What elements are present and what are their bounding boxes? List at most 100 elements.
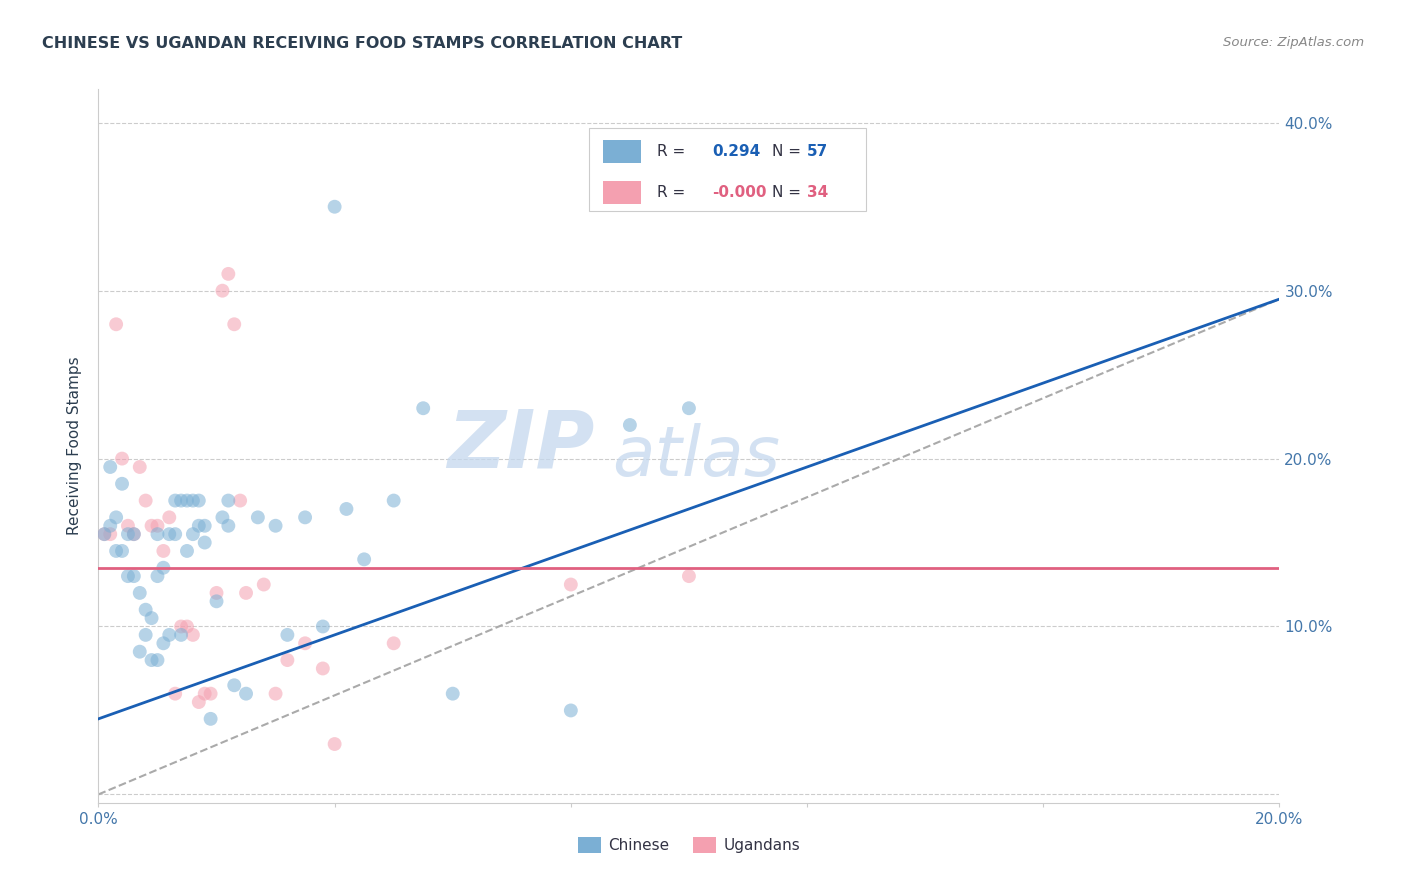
Point (165, 527, 187, 541)
Point (217, 267, 239, 281)
Point (246, 510, 269, 524)
Point (93, 527, 115, 541)
Point (229, 493, 252, 508)
Point (93, 527, 115, 541)
Point (412, 401, 434, 416)
Point (335, 502, 357, 516)
Point (323, 200, 346, 214)
Point (105, 510, 128, 524)
Point (312, 661, 335, 675)
Point (176, 544, 198, 558)
Point (146, 518, 169, 533)
Text: 34: 34 (807, 185, 828, 200)
Point (117, 527, 139, 541)
Point (217, 493, 239, 508)
Point (294, 636, 316, 650)
Point (176, 619, 198, 633)
Point (146, 569, 169, 583)
Point (678, 401, 700, 416)
Point (122, 527, 145, 541)
Point (211, 284, 233, 298)
Point (678, 569, 700, 583)
Point (187, 493, 209, 508)
Point (98, 518, 121, 533)
Point (98, 460, 121, 475)
Point (165, 493, 187, 508)
Point (117, 569, 139, 583)
Text: atlas: atlas (612, 423, 780, 491)
Text: 0.294: 0.294 (713, 144, 761, 159)
Text: 57: 57 (807, 144, 828, 159)
Point (619, 417, 641, 432)
Point (170, 619, 193, 633)
Point (165, 687, 187, 701)
Point (141, 653, 163, 667)
Point (128, 586, 150, 600)
Point (205, 586, 228, 600)
Point (353, 552, 375, 566)
Point (157, 510, 180, 524)
Point (152, 636, 174, 650)
Point (157, 628, 180, 642)
Point (181, 527, 204, 541)
Point (157, 527, 180, 541)
FancyBboxPatch shape (589, 128, 866, 211)
Bar (603, 181, 641, 204)
Point (560, 703, 582, 717)
Text: CHINESE VS UGANDAN RECEIVING FOOD STAMPS CORRELATION CHART: CHINESE VS UGANDAN RECEIVING FOOD STAMPS… (42, 36, 682, 51)
Point (111, 451, 134, 466)
Point (194, 518, 217, 533)
Point (135, 628, 157, 642)
Point (128, 460, 150, 475)
Point (382, 636, 405, 650)
Text: Source: ZipAtlas.com: Source: ZipAtlas.com (1223, 36, 1364, 49)
Point (141, 518, 163, 533)
Legend: Chinese, Ugandans: Chinese, Ugandans (572, 831, 806, 859)
Point (122, 527, 145, 541)
Point (152, 560, 174, 574)
Point (105, 318, 128, 332)
Point (176, 493, 198, 508)
Point (128, 645, 150, 659)
Point (235, 687, 257, 701)
Point (170, 493, 193, 508)
Point (117, 518, 139, 533)
Point (235, 586, 257, 600)
Point (264, 518, 287, 533)
Point (312, 619, 335, 633)
Point (217, 518, 239, 533)
Text: N =: N = (772, 185, 806, 200)
Y-axis label: Receiving Food Stamps: Receiving Food Stamps (67, 357, 83, 535)
Point (276, 628, 298, 642)
Point (111, 544, 134, 558)
Point (146, 527, 169, 541)
Point (105, 544, 128, 558)
Point (135, 603, 157, 617)
Point (111, 476, 134, 491)
Point (323, 737, 346, 751)
Point (205, 594, 228, 608)
Point (294, 510, 316, 524)
Point (264, 687, 287, 701)
Point (276, 653, 298, 667)
Point (98, 527, 121, 541)
Point (152, 544, 174, 558)
Point (181, 493, 204, 508)
Point (122, 569, 145, 583)
Point (382, 493, 405, 508)
Point (200, 687, 222, 701)
Text: R =: R = (657, 185, 690, 200)
Point (224, 318, 246, 332)
Point (253, 577, 276, 591)
Text: N =: N = (772, 144, 806, 159)
Text: ZIP: ZIP (447, 407, 595, 485)
Point (200, 712, 222, 726)
Point (211, 510, 233, 524)
Point (170, 628, 193, 642)
Bar (603, 140, 641, 163)
Point (187, 695, 209, 709)
Point (194, 535, 217, 549)
Point (141, 611, 163, 625)
Point (194, 687, 217, 701)
Point (135, 493, 157, 508)
